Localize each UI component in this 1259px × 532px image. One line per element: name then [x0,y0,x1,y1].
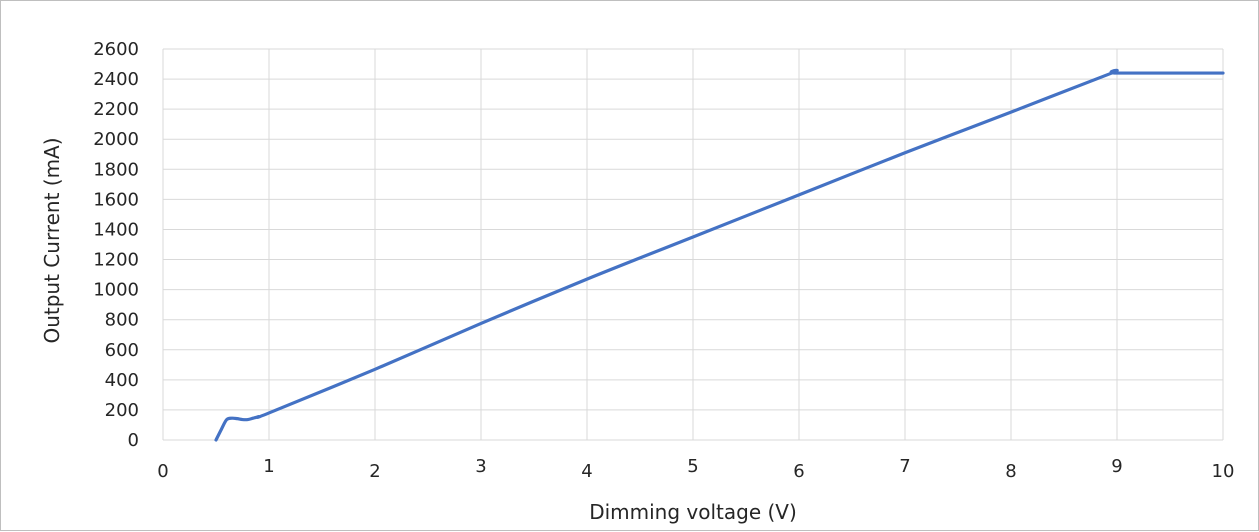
x-tick-label: 0 [157,461,168,482]
y-tick-label: 2000 [93,129,139,150]
y-tick-label: 1600 [93,189,139,210]
x-tick-label: 6 [793,461,804,482]
x-tick-label: 2 [369,461,380,482]
y-tick-label: 600 [105,340,139,361]
y-axis-title: Output Current (mA) [40,137,64,343]
x-tick-label: 9 [1111,456,1122,477]
y-tick-label: 0 [128,430,139,451]
grid-layer [162,48,1224,441]
series-layer [214,68,1225,442]
y-tick-label: 1200 [93,250,139,271]
x-tick-label: 8 [1005,461,1016,482]
series-line [214,68,1225,442]
y-tick-label: 400 [105,370,139,391]
x-tick-label: 1 [263,456,274,477]
y-tick-label: 2200 [93,99,139,120]
x-tick-labels: 0 1 2 3 4 5 6 7 8 9 10 [157,456,1234,482]
y-tick-label: 1000 [93,280,139,301]
y-tick-label: 1800 [93,159,139,180]
y-tick-labels: 0 200 400 600 800 1000 1200 1400 1600 1800 2000 220… [93,39,139,451]
x-tick-label: 7 [899,456,910,477]
y-tick-label: 2600 [93,39,139,60]
y-tick-label: 200 [105,400,139,421]
x-tick-label: 4 [581,461,592,482]
y-tick-label: 2400 [93,69,139,90]
y-tick-label: 1400 [93,219,139,240]
x-tick-label: 10 [1212,461,1235,482]
y-tick-label: 800 [105,310,139,331]
x-tick-label: 3 [475,456,486,477]
x-tick-label: 5 [687,456,698,477]
x-axis-title: Dimming voltage (V) [589,500,797,524]
